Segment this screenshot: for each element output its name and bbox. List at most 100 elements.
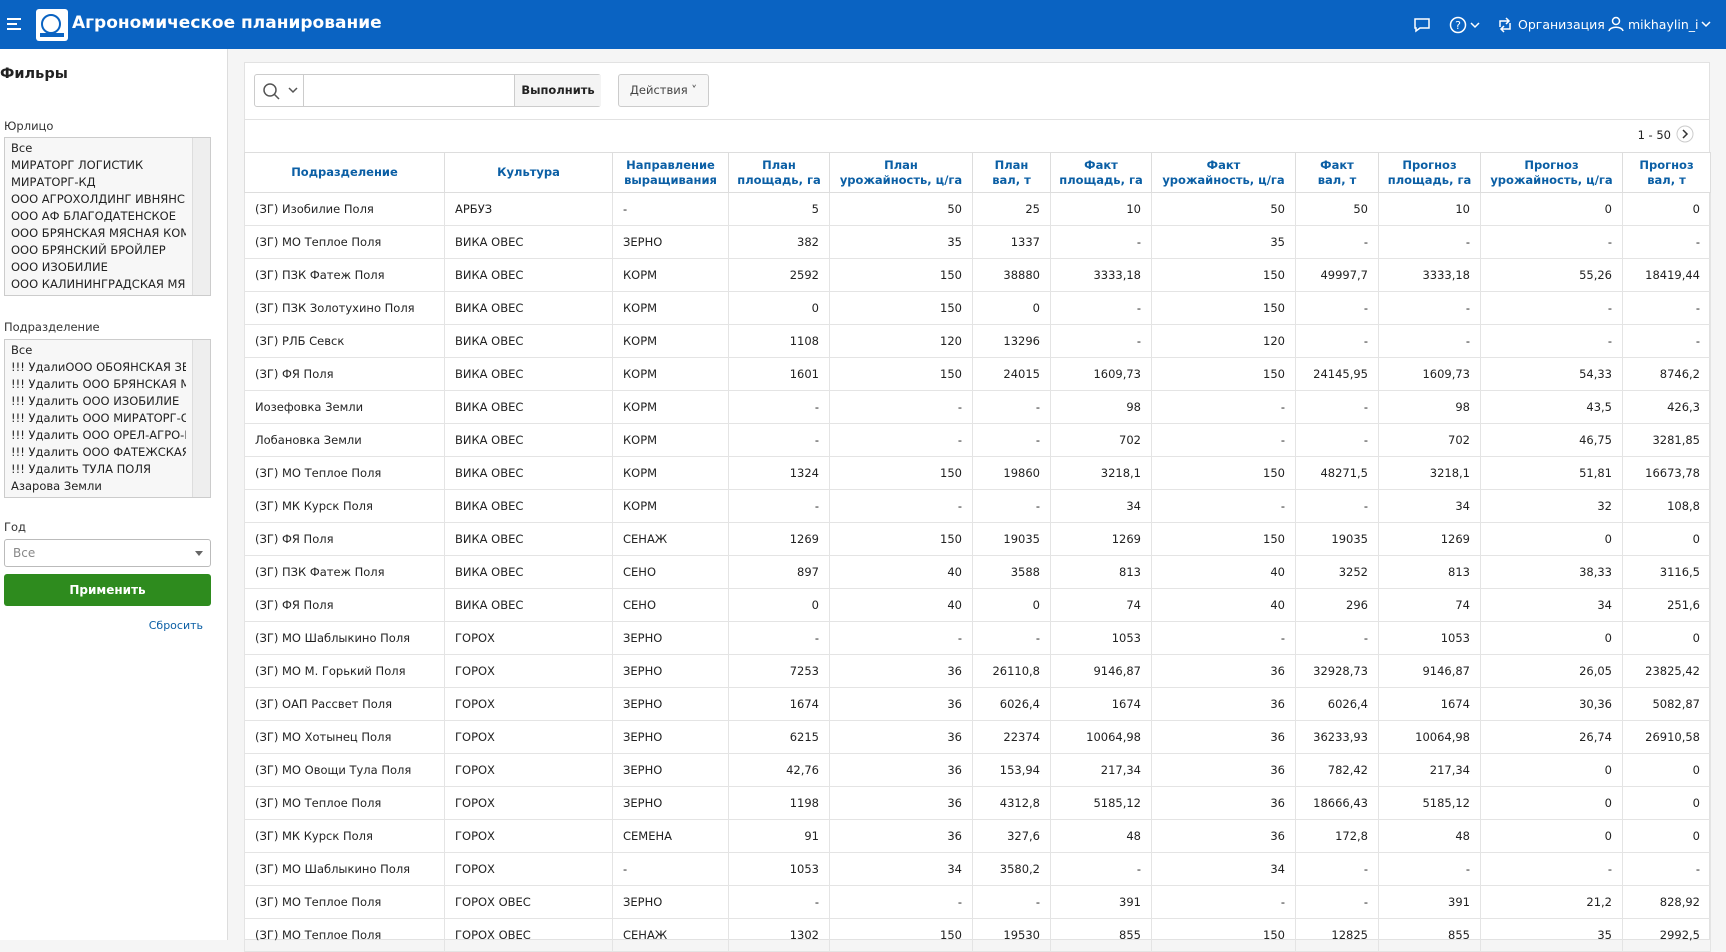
table-cell: - (1378, 852, 1481, 886)
table-cell: - (1622, 291, 1711, 325)
feedback-icon[interactable] (1413, 16, 1431, 34)
table-cell: 153,94 (972, 753, 1051, 787)
column-header[interactable]: Подразделение (244, 152, 445, 193)
app-title[interactable]: Агрономическое планирование (72, 13, 382, 33)
column-header[interactable]: План вал, т (972, 152, 1051, 193)
table-cell: - (1480, 324, 1623, 358)
table-cell: 3588 (972, 555, 1051, 589)
table-row: (ЗГ) ПЗК Золотухино Поля ВИКА ОВЕС КОРМ 0 15… (244, 291, 1711, 325)
table-cell: 702 (1050, 423, 1152, 457)
table-cell: 40 (1151, 588, 1296, 622)
table-cell: 0 (1480, 819, 1623, 853)
list-option: !!! Удалить ООО БРЯНСКАЯ МЯС (11, 377, 186, 391)
menu-icon[interactable] (6, 16, 22, 32)
table-cell: 0 (1622, 621, 1711, 655)
column-header[interactable]: Прогноз площадь, га (1378, 152, 1481, 193)
table-cell: ВИКА ОВЕС (444, 588, 613, 622)
column-header[interactable]: План урожайность, ц/га (829, 152, 973, 193)
actions-button[interactable]: Действия ˅ (618, 74, 709, 107)
table-cell: ВИКА ОВЕС (444, 291, 613, 325)
column-header[interactable]: Факт площадь, га (1050, 152, 1152, 193)
list-option: !!! УдалиООО ОБОЯНСКАЯ ЗЕРН (11, 360, 186, 374)
organization-link[interactable]: Организация (1518, 17, 1605, 32)
table-cell: - (1295, 291, 1379, 325)
table-cell: 3116,5 (1622, 555, 1711, 589)
table-cell: - (1480, 852, 1623, 886)
column-header[interactable]: Прогноз урожайность, ц/га (1480, 152, 1623, 193)
table-cell: 24015 (972, 357, 1051, 391)
scrollbar[interactable] (192, 138, 210, 295)
search-icon[interactable] (262, 82, 302, 100)
column-header[interactable]: Культура (444, 152, 613, 193)
table-cell: 40 (1151, 555, 1296, 589)
table-cell: 35 (1480, 918, 1623, 952)
table-cell: - (972, 621, 1051, 655)
table-cell: 150 (1151, 918, 1296, 952)
table-cell: - (1151, 885, 1296, 919)
table-row: (ЗГ) МО Теплое Поля ГОРОХ ОВЕС СЕНАЖ 1302 15… (244, 918, 1711, 952)
year-select[interactable]: Все (4, 539, 211, 567)
table-cell: - (1378, 225, 1481, 259)
pagination: 1 - 50 (1637, 128, 1671, 142)
column-header[interactable]: Прогноз вал, т (1622, 152, 1711, 193)
table-cell: 35 (1151, 225, 1296, 259)
table-cell: - (1295, 489, 1379, 523)
report-region: Выполнить Действия ˅ 1 - 50 Подразделени… (244, 62, 1711, 952)
list-option: !!! Удалить ООО ИЗОБИЛИЕ (11, 394, 180, 408)
table-cell: 36 (829, 687, 973, 721)
table-cell: - (1151, 489, 1296, 523)
table-cell: (ЗГ) МК Курск Поля (244, 819, 445, 853)
table-cell: ВИКА ОВЕС (444, 456, 613, 490)
table-row: (ЗГ) МО Теплое Поля ВИКА ОВЕС ЗЕРНО 382 35 13… (244, 225, 1711, 259)
table-cell: 1269 (1050, 522, 1152, 556)
table-cell: 6026,4 (1295, 687, 1379, 721)
column-header[interactable]: Факт урожайность, ц/га (1151, 152, 1296, 193)
table-cell: 391 (1378, 885, 1481, 919)
table-cell: 150 (829, 456, 973, 490)
go-button[interactable]: Выполнить (514, 75, 601, 106)
table-cell: 13296 (972, 324, 1051, 358)
table-cell: ГОРОХ (444, 720, 613, 754)
table-cell: 36 (1151, 819, 1296, 853)
table-cell: ГОРОХ (444, 753, 613, 787)
user-menu[interactable]: mikhaylin_i (1628, 17, 1699, 32)
table-cell: ВИКА ОВЕС (444, 324, 613, 358)
table-cell: 40 (829, 588, 973, 622)
table-cell: (ЗГ) МО Хотынец Поля (244, 720, 445, 754)
table-cell: - (1378, 324, 1481, 358)
division-list[interactable]: Все !!! УдалиООО ОБОЯНСКАЯ ЗЕРН !!! Удалит… (4, 339, 211, 498)
select-value: Все (13, 546, 36, 560)
divider (245, 119, 1709, 120)
list-option: !!! Удалить ТУЛА ПОЛЯ (11, 462, 151, 476)
search-input[interactable] (303, 75, 513, 106)
table-row: (ЗГ) МО М. Горький Поля ГОРОХ ЗЕРНО 7253 36 2… (244, 654, 1711, 688)
table-cell: - (1295, 225, 1379, 259)
table-cell: 40 (829, 555, 973, 589)
column-header[interactable]: План площадь, га (728, 152, 830, 193)
help-icon[interactable]: ? (1449, 16, 1483, 34)
table-row: (ЗГ) МО Шаблыкино Поля ГОРОХ ЗЕРНО - - -1053-… (244, 621, 1711, 655)
table-row: (ЗГ) ПЗК Фатеж Поля ВИКА ОВЕС СЕНО 897 40 358… (244, 555, 1711, 589)
table-cell: ГОРОХ ОВЕС (444, 918, 613, 952)
table-cell: 5185,12 (1050, 786, 1152, 820)
column-header[interactable]: Факт вал, т (1295, 152, 1379, 193)
scrollbar[interactable] (192, 340, 210, 497)
table-cell: 217,34 (1378, 753, 1481, 787)
table-cell: (ЗГ) ФЯ Поля (244, 522, 445, 556)
next-page[interactable] (1675, 124, 1695, 144)
table-cell: ГОРОХ (444, 687, 613, 721)
table-cell: 172,8 (1295, 819, 1379, 853)
table-cell: 6215 (728, 720, 830, 754)
legal-entity-list[interactable]: Все МИРАТОРГ ЛОГИСТИК МИРАТОРГ-КД ООО АГРОХ… (4, 137, 211, 296)
table-cell: 150 (829, 357, 973, 391)
table-cell: - (1622, 852, 1711, 886)
table-cell: 74 (1050, 588, 1152, 622)
table-cell: СЕНО (612, 588, 729, 622)
table-cell: 55,26 (1480, 258, 1623, 292)
column-header[interactable]: Направление выращивания (612, 152, 729, 193)
reset-link[interactable]: Сбросить (148, 619, 203, 632)
table-cell: 36 (829, 654, 973, 688)
table-cell: 1337 (972, 225, 1051, 259)
apply-button[interactable]: Применить (4, 574, 211, 606)
table-cell: 10 (1050, 192, 1152, 226)
